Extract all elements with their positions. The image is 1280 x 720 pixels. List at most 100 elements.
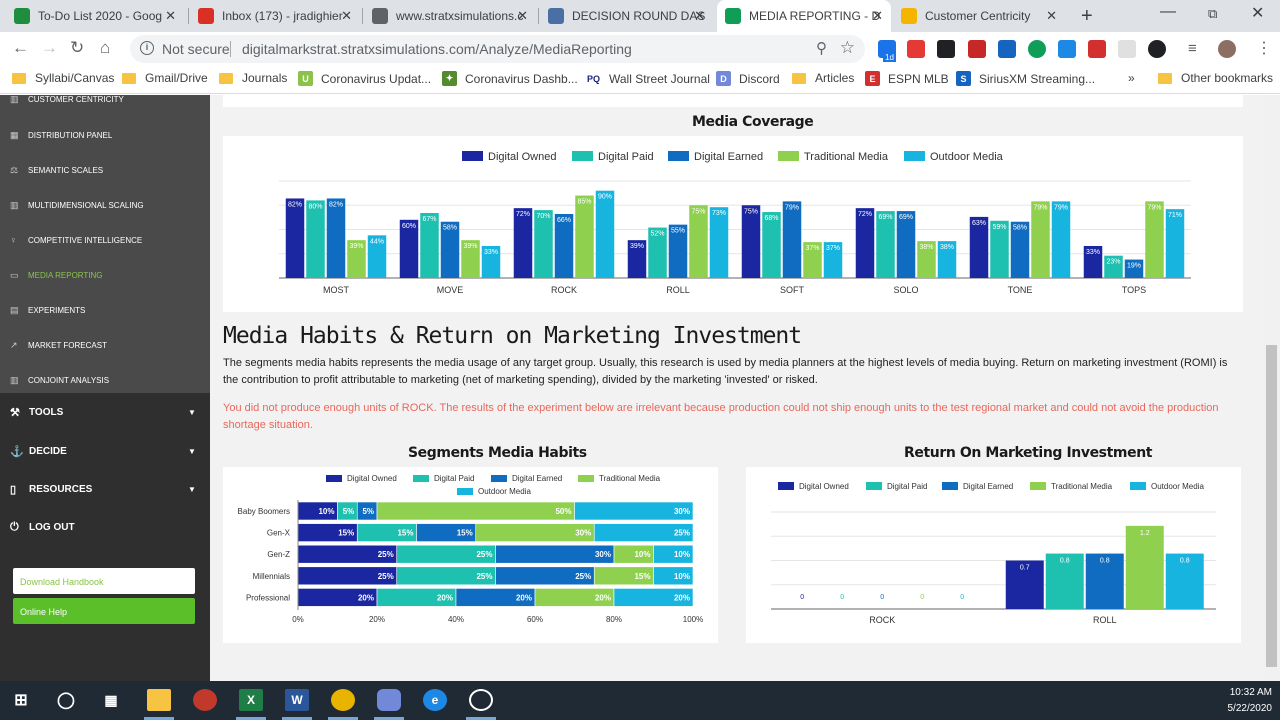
legend-label-digital-earned: Digital Earned [963,482,1013,491]
bar-digital-earned-roll [668,224,688,278]
sidebar-section-decide[interactable]: ⚓ DECIDE ▼ [10,445,196,458]
bookmark-[interactable]: » [1128,71,1135,85]
record-extension-icon[interactable] [1148,40,1166,58]
reload-icon[interactable]: ↻ [70,38,85,57]
task-view-icon[interactable]: ▦ [104,691,118,708]
bookmark-coronavirus-dashb[interactable]: ✦ Coronavirus Dashb... [442,71,578,86]
bookmark-syllabi-canvas[interactable]: Syllabi/Canvas [12,71,114,85]
page-extension-icon[interactable] [1118,40,1136,58]
browser-tab-strip: To-Do List 2020 - Goog ✕ Inbox (173) - jra… [0,0,1280,32]
bar-digital-earned-tone [1010,221,1030,278]
restore-icon[interactable]: ⧉ [1208,6,1218,21]
word-icon[interactable]: W [285,689,309,711]
search-circle-icon[interactable]: ◯ [57,692,75,709]
sidebar-item-media-reporting[interactable]: ▭ Media Reporting [10,270,103,281]
bar-digital-owned-roll [627,240,647,278]
windows-start-icon[interactable]: ⊞ [14,692,28,709]
media-coverage-card: Digital Owned Digital Paid Digital Earned T… [223,136,1243,312]
menu-kebab-icon[interactable]: ⋮ [1256,40,1272,57]
new-tab-button[interactable]: + [1081,5,1093,27]
tab-close-icon[interactable]: ✕ [165,8,176,23]
not-secure-label: Not secure [162,41,230,57]
tab-inbox-173-jradighier[interactable]: Inbox (173) - jradighier ✕ [190,0,360,32]
sidebar-item-competitive-intelligence[interactable]: ♀ Competitive Intelligence [10,235,142,245]
sidebar-section-log-out[interactable]: ⏻ LOG OUT [10,521,75,534]
tab-media-reporting-d[interactable]: MEDIA REPORTING - D ✕ [717,0,891,32]
bookmark-discord[interactable]: D Discord [716,71,780,86]
sidebar-item-multidimensional-scaling[interactable]: ▥ Multidimensional Scaling [10,200,144,211]
online-help-button[interactable]: Online Help [13,598,195,624]
sidebar-item-conjoint-analysis[interactable]: ▥ Conjoint Analysis [10,375,109,386]
scrollbar-thumb[interactable] [1266,345,1277,667]
bookmark-siriusxm-streaming[interactable]: S SiriusXM Streaming... [956,71,1095,86]
wordcounter-extension-icon[interactable] [998,40,1016,58]
pocket-extension-icon[interactable] [907,40,925,58]
bookmark-star-icon[interactable]: ☆ [839,38,855,57]
sidebar-item-distribution-panel[interactable]: ▦ Distribution Panel [10,130,112,141]
tab-close-icon[interactable]: ✕ [872,8,883,23]
data-label: 19% [1127,263,1141,270]
tab-close-icon[interactable]: ✕ [694,8,705,23]
bookmark-journals[interactable]: Journals [219,71,287,85]
chrome-icon[interactable] [331,689,355,711]
legend-label-digital-owned: Digital Owned [347,474,397,483]
discord-icon[interactable] [377,689,401,711]
file-explorer-icon[interactable] [147,689,171,711]
bookmark-espn-mlb[interactable]: E ESPN MLB [865,71,949,86]
bookmark-gmail-drive[interactable]: Gmail/Drive [122,71,208,85]
edge-icon[interactable]: e [423,689,447,711]
bar-digital-paid-tops [1104,255,1123,278]
data-label: 44% [370,238,384,245]
download-handbook-button[interactable]: Download Handbook [13,568,195,594]
close-window-icon[interactable]: ✕ [1251,5,1265,22]
back-icon[interactable]: ← [12,38,29,57]
x-tick-label-solo: SOLO [893,285,918,295]
grid-extension-icon[interactable] [1088,40,1106,58]
buffer-extension-icon[interactable] [937,40,955,58]
tab-www-stratxsimulations-c[interactable]: www.stratxsimulations.c ✕ [364,0,536,32]
sidebar-section-resources[interactable]: ▯ RESOURCES ▼ [10,483,196,496]
bookmark-wall-street-journal[interactable]: PQ Wall Street Journal [586,71,710,86]
data-label: 0 [920,594,924,601]
tab-close-icon[interactable]: ✕ [341,8,352,23]
forward-icon[interactable]: → [41,38,58,57]
avatar[interactable] [1218,40,1236,58]
sidebar-item-customer-centricity[interactable]: ▥ Customer Centricity [10,94,124,105]
windows-taskbar: ⊞ ◯ ▦ X W e 10:32 AM 5/22/2020 [0,681,1280,720]
minimize-icon[interactable]: — [1160,3,1176,20]
bookmark-other-bookmarks[interactable]: Other bookmarks [1158,71,1273,85]
tab-decision-round-das[interactable]: DECISION ROUND DAS ✕ [540,0,713,32]
search-icon[interactable]: ⚲ [816,40,827,57]
snip-tool-icon[interactable] [193,689,217,711]
habits-heading: Media Habits & Return on Marketing Inves… [223,323,802,349]
decide-icon: ⚓ [10,446,24,458]
reading-list-icon[interactable]: ≡ [1188,40,1197,57]
tab-close-icon[interactable]: ✕ [517,8,528,23]
data-label: 0 [880,594,884,601]
data-label: 10% [634,550,650,559]
tab-close-icon[interactable]: ✕ [1046,8,1057,23]
sidebar-item-semantic-scales[interactable]: ⚖ Semantic Scales [10,165,103,176]
home-icon[interactable]: ⌂ [100,38,111,57]
bookmark-coronavirus-updat[interactable]: U Coronavirus Updat... [298,71,431,86]
map-pin-extension-icon[interactable] [1028,40,1046,58]
tab-customer-centricity[interactable]: Customer Centricity ✕ [893,0,1065,32]
obs-icon[interactable] [469,689,493,711]
bookmark-articles[interactable]: Articles [792,71,854,85]
bar-traditional-media-soft [803,242,822,278]
sidebar-item-market-forecast[interactable]: ↗ Market Forecast [10,340,107,351]
tab-to-do-list-2020-goog[interactable]: To-Do List 2020 - Goog ✕ [6,0,184,32]
extension-icon[interactable] [968,40,986,58]
checklist-extension-icon[interactable] [1058,40,1076,58]
excel-icon[interactable]: X [239,689,263,711]
bookmark-label: SiriusXM Streaming... [979,71,1096,86]
address-bar[interactable]: i Not secure digitalmarkstrat.stratxsimu… [130,35,865,63]
system-clock[interactable]: 10:32 AM 5/22/2020 [1228,685,1273,717]
browser-toolbar: ← → ↻ ⌂ i Not secure digitalmarkstrat.st… [0,32,1280,66]
sidebar-section-tools[interactable]: ⚒ TOOLS ▼ [10,406,196,419]
bar-traditional-media-tone [1031,201,1050,278]
url-text[interactable]: digitalmarkstrat.stratxsimulations.com/A… [242,41,632,57]
info-icon[interactable]: i [140,41,154,55]
legend-swatch-digital-paid [413,475,429,482]
sidebar-item-experiments[interactable]: ▤ Experiments [10,305,85,316]
